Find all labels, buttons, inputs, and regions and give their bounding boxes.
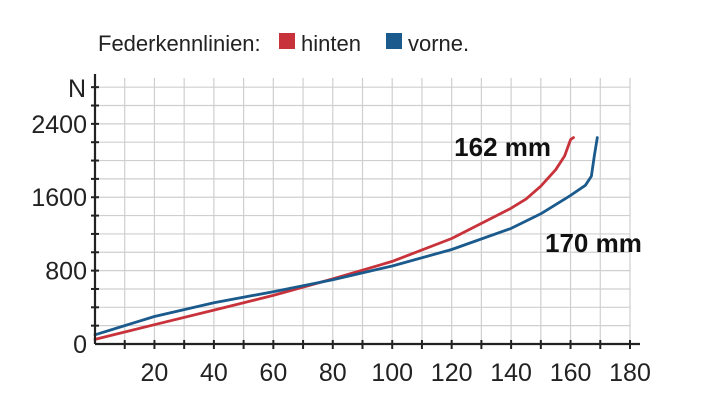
x-axis-ticks: 20 40 60 80 100 120 140 160 180 [141, 359, 651, 387]
y-tick-label: 800 [45, 258, 87, 286]
x-tick-label: 80 [319, 359, 347, 387]
y-axis-ticks: 0 800 1600 2400 [31, 111, 87, 359]
series-label-vorne: 170 mm [545, 228, 642, 258]
legend-label-vorne: vorne. [408, 31, 469, 56]
series-group [93, 136, 599, 341]
legend-title: Federkennlinien: [98, 31, 261, 56]
x-tick-label: 120 [431, 359, 473, 387]
x-tick-label: 160 [550, 359, 592, 387]
grid [95, 78, 631, 344]
series-label-hinten: 162 mm [454, 132, 551, 162]
x-tick-label: 140 [490, 359, 532, 387]
legend-label-hinten: hinten [301, 31, 361, 56]
legend-swatch-hinten [279, 33, 295, 49]
x-tick-label: 60 [259, 359, 287, 387]
y-tick-label: 1600 [31, 184, 87, 212]
series-line-vorne [93, 136, 599, 337]
x-tick-label: 180 [609, 359, 651, 387]
y-tick-label: 2400 [31, 111, 87, 139]
axes [91, 74, 640, 349]
y-tick-label: 0 [73, 331, 87, 359]
legend: Federkennlinien: hinten vorne. [98, 31, 469, 56]
x-tick-label: 40 [200, 359, 228, 387]
y-axis-unit: N [68, 75, 86, 103]
series-line-hinten [93, 136, 575, 341]
legend-swatch-vorne [386, 33, 402, 49]
x-tick-label: 20 [141, 359, 169, 387]
x-tick-label: 100 [371, 359, 413, 387]
